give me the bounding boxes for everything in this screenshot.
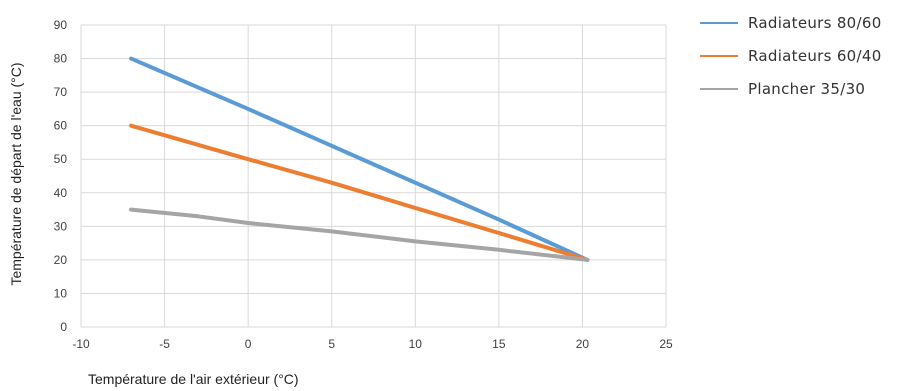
x-axis-title: Température de l'air extérieur (°C): [88, 371, 299, 387]
x-axis-ticks: -10 -5 0 5 10 15 20 25: [72, 337, 673, 351]
legend-label: Radiateurs 80/60: [748, 14, 882, 32]
y-tick-label: 50: [54, 152, 68, 166]
series-line: [129, 56, 590, 262]
y-tick-label: 10: [54, 286, 68, 300]
series-line: [129, 123, 590, 262]
legend-label: Radiateurs 60/40: [748, 47, 882, 65]
x-tick-label: 20: [576, 337, 590, 351]
grid: [80, 24, 667, 328]
x-tick-label: 25: [659, 337, 673, 351]
y-axis-title: Température de départ de l'eau (°C): [8, 62, 24, 285]
legend-swatch: [700, 22, 738, 24]
x-tick-label: -5: [159, 337, 170, 351]
y-tick-label: 60: [54, 119, 68, 133]
legend-item: Radiateurs 80/60: [700, 10, 882, 36]
y-tick-label: 90: [54, 18, 68, 32]
legend-item: Radiateurs 60/40: [700, 43, 882, 69]
x-tick-label: 15: [492, 337, 506, 351]
line-chart: 0 10 20 30 40 50 60 70 80 90 -10 -5 0 5 10 15 20 25 Temp…: [8, 18, 673, 387]
series-line: [129, 207, 590, 262]
x-tick-label: 5: [328, 337, 335, 351]
series-lines: [129, 56, 590, 262]
x-tick-label: -10: [72, 337, 90, 351]
y-tick-label: 40: [54, 186, 68, 200]
legend-swatch: [700, 88, 738, 90]
legend-swatch: [700, 55, 738, 57]
y-tick-label: 0: [60, 320, 67, 334]
y-tick-label: 30: [54, 219, 68, 233]
y-tick-label: 80: [54, 52, 68, 66]
legend-label: Plancher 35/30: [748, 80, 866, 98]
legend-item: Plancher 35/30: [700, 76, 882, 102]
x-tick-label: 0: [245, 337, 252, 351]
y-tick-label: 70: [54, 85, 68, 99]
y-axis-ticks: 0 10 20 30 40 50 60 70 80 90: [54, 18, 68, 334]
x-tick-label: 10: [409, 337, 423, 351]
y-tick-label: 20: [54, 253, 68, 267]
legend: Radiateurs 80/60 Radiateurs 60/40 Plancher…: [700, 10, 882, 109]
